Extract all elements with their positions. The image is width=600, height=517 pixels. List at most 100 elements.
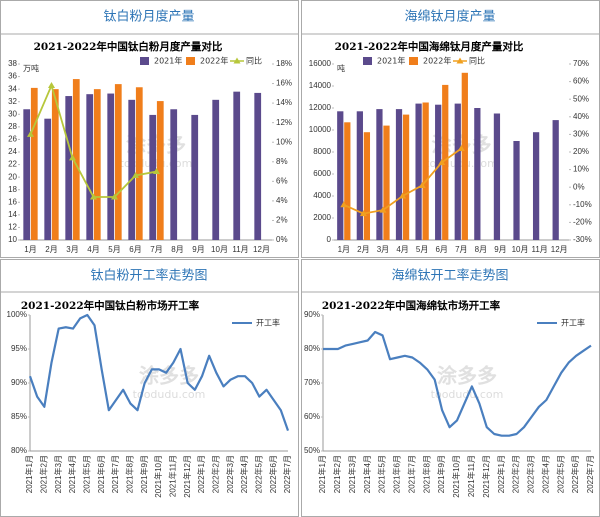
y2-tick-label: 4% <box>276 196 288 205</box>
y-tick-label: 14000 <box>309 81 332 90</box>
y-tick-label: 10 <box>8 235 17 244</box>
y-tick-label: 90% <box>11 378 27 387</box>
bar <box>170 109 178 240</box>
x-tick-label: 10月 <box>512 245 529 254</box>
chart: 钛白粉月度产量 2021-2022年中国钛白粉月度产量对比 10 12 14 16 18 20… <box>8 9 292 255</box>
legend-label: 开工率 <box>256 318 280 328</box>
line-marker <box>399 192 407 199</box>
y2-tick-label: 10% <box>573 165 589 174</box>
x-tick-label: 7月 <box>150 245 162 254</box>
y-tick-label: 90% <box>304 310 320 319</box>
legend-label: 2022年 <box>200 56 228 66</box>
legend-label: 开工率 <box>561 318 585 328</box>
legend-label: 2021年 <box>377 56 405 66</box>
x-tick-label: 2022年5月 <box>253 455 263 493</box>
bar <box>552 120 559 240</box>
y2-tick-label: 40% <box>573 112 589 121</box>
bar <box>435 104 442 240</box>
y2-tick-label: -10% <box>573 200 592 209</box>
y-tick-label: 24 <box>8 147 17 156</box>
x-tick-label: 2021年10月 <box>153 455 163 498</box>
bar <box>363 132 371 240</box>
chart-title: 2021-2022年中国海绵钛市场开工率 <box>322 299 501 312</box>
y2-tick-label: 16% <box>276 79 292 88</box>
chart-title: 2021-2022年中国海绵钛月度产量对比 <box>335 40 524 53</box>
y-tick-label: 32 <box>8 97 17 106</box>
y-tick-label: 50% <box>304 446 320 455</box>
chart-title: 2021-2022年中国钛白粉月度产量对比 <box>34 40 223 53</box>
y-tick-label: 70% <box>304 378 320 387</box>
bar <box>86 94 94 241</box>
x-tick-label: 2022年6月 <box>570 455 580 493</box>
x-tick-label: 2021年11月 <box>466 455 476 497</box>
y-tick-label: 16000 <box>309 59 332 68</box>
bar <box>422 102 429 240</box>
y-tick-label: 12000 <box>309 103 332 112</box>
bar <box>415 103 422 240</box>
bar <box>461 72 468 240</box>
line-marker <box>111 193 118 200</box>
y-tick-label: 12 <box>8 223 17 232</box>
x-tick-label: 7月 <box>455 245 467 254</box>
line-marker <box>379 206 387 213</box>
x-tick-label: 1月 <box>24 245 36 254</box>
y2-tick-label: 0% <box>276 235 288 244</box>
y2-tick-label: 20% <box>573 147 589 156</box>
bar <box>513 141 520 240</box>
x-tick-label: 4月 <box>87 245 99 254</box>
panel-title: 钛白粉开工率走势图 <box>90 268 207 284</box>
x-tick-label: 2021年10月 <box>451 455 461 498</box>
y2-tick-label: 8% <box>276 157 288 166</box>
x-tick-label: 12月 <box>253 245 270 254</box>
y-tick-label: 20 <box>8 172 17 181</box>
bar <box>376 109 383 240</box>
bar <box>128 99 136 240</box>
bar <box>135 87 143 240</box>
y2-tick-label: 18% <box>276 59 292 68</box>
y-tick-label: 8000 <box>313 147 331 156</box>
x-tick-label: 2022年3月 <box>526 455 536 493</box>
panel-title: 海绵钛月度产量 <box>404 9 495 25</box>
bar <box>395 109 403 240</box>
bar <box>107 93 115 241</box>
bar <box>233 91 241 241</box>
x-tick-label: 2021年6月 <box>96 455 106 493</box>
x-tick-label: 2021年4月 <box>362 455 372 493</box>
y2-tick-label: 60% <box>573 77 589 86</box>
y2-tick-label: 12% <box>276 118 292 127</box>
line-marker <box>69 154 76 161</box>
bar <box>191 114 199 240</box>
x-tick-label: 2021年9月 <box>139 455 149 493</box>
legend-label: 2021年 <box>154 56 182 66</box>
y-tick-label: 22 <box>8 160 17 169</box>
panel-title: 钛白粉月度产量 <box>103 9 194 25</box>
bar <box>72 79 80 240</box>
y2-tick-label: 2% <box>276 216 288 225</box>
x-tick-label: 2022年5月 <box>555 455 565 493</box>
x-tick-label: 2022年1月 <box>496 455 506 493</box>
x-tick-label: 2022年4月 <box>239 455 249 493</box>
x-tick-label: 2022年3月 <box>225 455 235 493</box>
y-tick-label: 28 <box>8 122 17 131</box>
legend-swatch <box>140 57 149 65</box>
x-tick-label: 9月 <box>192 245 204 254</box>
x-tick-label: 2021年7月 <box>406 455 416 493</box>
x-tick-label: 9月 <box>494 245 506 254</box>
x-tick-label: 2021年1月 <box>317 455 327 493</box>
y-tick-label: 80% <box>304 344 320 353</box>
y-tick-label: 38 <box>8 59 17 68</box>
y-tick-label: 60% <box>304 412 320 421</box>
y-tick-label: 100% <box>7 310 27 319</box>
chart-title: 2021-2022年中国钛白粉市场开工率 <box>21 299 200 312</box>
x-tick-label: 2022年4月 <box>540 455 550 493</box>
line-marker <box>457 144 465 151</box>
bar <box>93 89 101 241</box>
y-unit: 万吨 <box>23 63 39 73</box>
x-tick-label: 11月 <box>531 245 547 254</box>
y2-tick-label: -20% <box>573 218 592 227</box>
bar <box>344 122 351 240</box>
bar <box>254 92 262 241</box>
bar <box>337 111 344 240</box>
y-tick-label: 95% <box>11 344 27 353</box>
